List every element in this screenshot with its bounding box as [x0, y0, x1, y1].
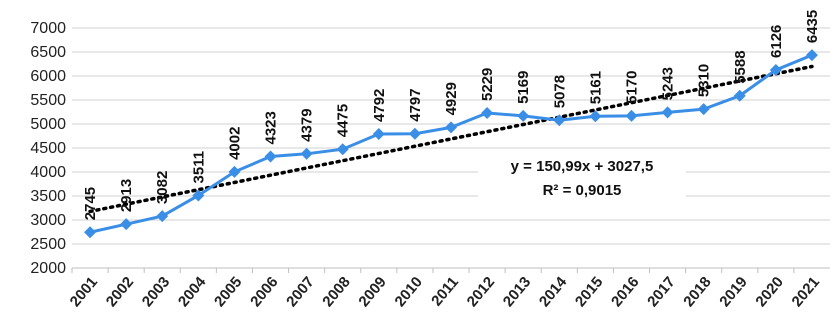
data-point-marker: [445, 121, 457, 134]
x-tick-label: 2011: [428, 274, 462, 310]
x-tick-label: 2005: [211, 274, 245, 310]
data-point-marker: [661, 106, 674, 119]
data-label: 5078: [551, 75, 568, 108]
y-tick-label: 4500: [30, 140, 66, 157]
data-label: 5170: [623, 70, 640, 103]
x-tick-label: 2012: [464, 274, 498, 310]
data-label: 5169: [515, 71, 532, 104]
y-axis-ticks: 2000 2500 3000 3500 4000 4500 5000 5500 6000 6500…: [30, 20, 66, 277]
x-tick-label: 2010: [391, 274, 425, 310]
data-label: 3082: [154, 171, 171, 204]
gridlines: [72, 27, 830, 269]
y-tick-label: 2500: [30, 236, 66, 253]
x-tick-label: 2009: [355, 274, 389, 310]
data-point-marker: [336, 143, 349, 156]
data-label: 5588: [732, 50, 749, 83]
data-point-marker: [625, 109, 638, 122]
y-tick-label: 3000: [30, 212, 66, 229]
data-point-marker: [228, 165, 241, 178]
data-label: 4792: [371, 89, 388, 122]
y-tick-label: 6500: [30, 44, 66, 61]
x-tick-label: 2015: [572, 274, 606, 310]
x-tick-label: 2014: [536, 273, 571, 310]
data-point-marker: [553, 114, 566, 127]
y-tick-label: 7000: [30, 20, 66, 37]
x-tick-label: 2002: [103, 274, 137, 310]
y-tick-label: 5000: [30, 116, 66, 133]
trendline-equation: y = 150,99x + 3027,5: [511, 158, 654, 175]
data-label: 4002: [226, 127, 243, 160]
x-tick-label: 2003: [139, 274, 173, 310]
y-tick-label: 6000: [30, 68, 66, 85]
data-point-marker: [481, 107, 494, 120]
data-label: 2913: [118, 179, 135, 212]
data-label: 5310: [696, 64, 713, 97]
y-tick-label: 4000: [30, 164, 66, 181]
data-point-marker: [120, 218, 133, 231]
data-point-marker: [697, 103, 710, 116]
data-point-marker: [372, 127, 385, 140]
x-tick-label: 2008: [319, 274, 353, 310]
x-tick-label: 2016: [608, 274, 642, 310]
equation-background: [478, 150, 686, 204]
data-label: 4929: [443, 82, 460, 115]
y-tick-label: 5500: [30, 92, 66, 109]
data-point-marker: [517, 109, 530, 122]
data-point-marker: [805, 49, 818, 62]
data-point-marker: [192, 189, 205, 202]
data-point-marker: [264, 150, 277, 163]
data-label: 6126: [768, 25, 785, 58]
x-tick-label: 2020: [752, 274, 786, 310]
x-tick-label: 2013: [500, 274, 534, 310]
data-point-marker: [84, 226, 97, 239]
data-label: 4323: [263, 111, 280, 144]
y-tick-label: 2000: [30, 260, 66, 277]
data-point-marker: [589, 110, 602, 123]
data-label: 3511: [190, 151, 207, 184]
data-point-marker: [300, 147, 313, 160]
data-label: 4475: [335, 104, 352, 137]
trendline-equation-box: y = 150,99x + 3027,5 R² = 0,9015: [478, 150, 686, 204]
x-tick-label: 2021: [789, 274, 823, 310]
x-tick-label: 2017: [644, 274, 678, 310]
data-point-marker: [769, 63, 782, 76]
x-tick-label: 2019: [716, 274, 750, 310]
data-labels: 2745 2913 3082 3511 4002 4323 4379 4475 4792 4797…: [82, 10, 821, 220]
data-label: 2745: [82, 187, 99, 220]
y-tick-label: 3500: [30, 188, 66, 205]
data-label: 5243: [660, 67, 677, 100]
data-label: 5161: [587, 71, 604, 104]
r-squared-label: R² = 0,9015: [543, 182, 622, 199]
x-tick-label: 2001: [67, 274, 101, 310]
data-point-marker: [733, 89, 746, 102]
x-tick-label: 2007: [283, 274, 317, 310]
data-label: 4797: [407, 88, 424, 121]
x-tick-label: 2006: [247, 274, 281, 310]
x-axis-ticks: 2001 2002 2003 2004 2005 2006 2007 2008 2009 2010…: [67, 268, 823, 310]
data-label: 5229: [479, 68, 496, 101]
data-label: 6435: [804, 10, 821, 43]
data-point-marker: [156, 210, 169, 223]
data-series: [84, 49, 818, 239]
x-tick-label: 2004: [175, 273, 210, 310]
data-label: 4379: [299, 108, 316, 141]
x-tick-label: 2018: [680, 274, 714, 310]
data-point-marker: [408, 127, 421, 140]
